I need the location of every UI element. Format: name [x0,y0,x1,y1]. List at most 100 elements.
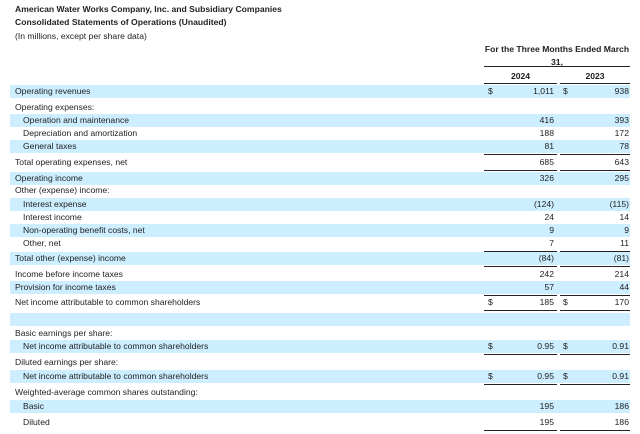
table-row: Basic 195 186 [10,400,630,413]
value-2024: 7 [549,238,554,248]
row-label: Net income attributable to common shareh… [15,297,201,307]
value-2023: 186 [614,417,629,427]
row-label: Other (expense) income: [15,185,110,195]
year-2024-underline [484,83,557,84]
table-row: Other (expense) income: [10,184,630,197]
value-2023: 0.91 [612,341,629,351]
total-underline [484,266,557,267]
value-2023: 186 [614,401,629,411]
row-label: Income before income taxes [15,269,123,279]
row-label: Operation and maintenance [23,115,130,125]
value-2023: (115) [609,199,629,209]
year-2024-header: 2024 [510,71,531,81]
total-underline [484,154,557,155]
row-label: Operating expenses: [15,102,95,112]
table-row: Other, net 7 11 [10,237,630,252]
table-row: Operating expenses: [10,101,630,114]
table-row: Interest income 24 14 [10,211,630,224]
table-row: Weighted-average common shares outstandi… [10,386,630,399]
statement-title: Consolidated Statements of Operations (U… [15,17,227,27]
row-label: Operating revenues [15,86,91,96]
value-2023: 938 [614,86,629,96]
table-row: Non-operating benefit costs, net 9 9 [10,224,630,237]
row-label: Weighted-average common shares outstandi… [15,387,198,397]
table-row: Provision for income taxes 57 44 [10,281,630,296]
total-underline [484,295,557,296]
value-2023: 170 [614,297,629,307]
value-2024: (124) [533,199,554,209]
total-underline [560,384,630,385]
total-underline [484,384,557,385]
value-2023: 172 [614,128,629,138]
value-2023: (81) [613,253,629,263]
row-label: Total other (expense) income [15,253,126,263]
currency-symbol: $ [488,297,493,307]
row-label: Interest expense [23,199,87,209]
value-2024: 195 [539,401,554,411]
total-underline [560,251,630,252]
row-label: Basic earnings per share: [15,328,113,338]
table-row [10,313,630,326]
table-row: Net income attributable to common shareh… [10,340,630,355]
value-2023: 214 [614,269,629,279]
total-underline [484,251,557,252]
total-underline [484,430,557,431]
total-underline [560,430,630,431]
value-2024: 195 [539,417,554,427]
value-2023: 11 [620,238,629,248]
year-2023-header: 2023 [585,71,605,81]
table-row: Operating income 326 295 [10,172,630,185]
value-2024: (84) [538,253,554,263]
currency-symbol: $ [563,371,568,381]
total-underline [484,170,557,171]
total-underline [560,266,630,267]
row-label: Basic [23,401,45,411]
row-label: Non-operating benefit costs, net [23,225,145,235]
value-2024: 685 [539,157,554,167]
row-label: General taxes [23,141,77,151]
total-underline [560,295,630,296]
year-2023-underline [560,83,630,84]
currency-symbol: $ [488,86,493,96]
value-2023: 643 [614,157,629,167]
table-row: Operating revenues $ $1,011 938 [10,85,630,98]
value-2024: 24 [544,212,554,222]
value-2024: 9 [549,225,554,235]
row-label: Diluted earnings per share: [15,357,119,367]
currency-symbol: $ [488,341,493,351]
table-row: Income before income taxes 242 214 [10,268,630,281]
currency-symbol: $ [488,371,493,381]
value-2024: 57 [544,282,554,292]
value-2023: 9 [624,225,629,235]
row-label: Diluted [23,417,50,427]
value-2023: 14 [619,212,629,222]
table-row: General taxes 81 78 [10,140,630,155]
table-row: Interest expense (124) (115) [10,198,630,211]
period-underline [484,66,630,67]
total-underline [484,354,557,355]
value-2023: 78 [619,141,629,151]
total-underline [560,154,630,155]
row-label: Interest income [23,212,82,222]
value-2023: 44 [619,282,629,292]
value-2023: 393 [614,115,629,125]
value-2024: 416 [539,115,554,125]
row-label: Total operating expenses, net [15,157,128,167]
period-header: For the Three Months Ended March 31, [484,44,630,67]
total-underline [560,170,630,171]
row-label: Depreciation and amortization [23,128,138,138]
table-row: Depreciation and amortization 188 172 [10,127,630,140]
value-2024: 1,011 [533,86,554,96]
table-row: Total other (expense) income (84) (81) [10,252,630,267]
value-2024: 242 [539,269,554,279]
currency-symbol: $ [563,297,568,307]
row-label: Provision for income taxes [15,282,116,292]
total-underline [560,354,630,355]
units-note: (In millions, except per share data) [15,31,147,41]
table-row: Total operating expenses, net 685 643 [10,156,630,171]
total-underline [484,310,557,311]
row-label: Net income attributable to common shareh… [23,371,209,381]
value-2024: 188 [539,128,554,138]
value-2024: 326 [539,173,554,183]
currency-symbol: $ [563,86,568,96]
